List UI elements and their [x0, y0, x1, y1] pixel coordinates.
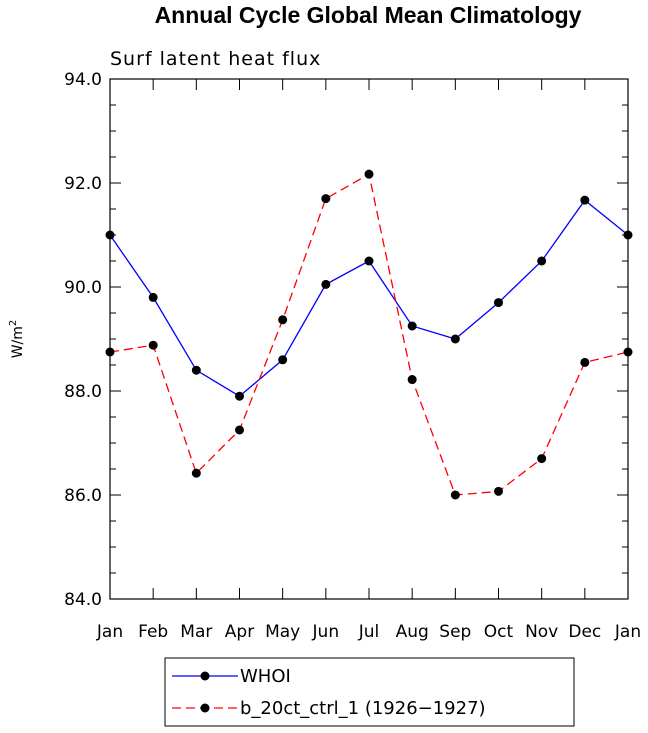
legend-box	[164, 657, 575, 727]
legend-marker-2	[200, 703, 210, 713]
plot-area: 84.0 86.0 88.0 90.0 92.0 94.0 Jan Feb Mar Apr May…	[64, 70, 641, 642]
x-tick-label: Aug	[396, 622, 429, 642]
x-tick-label: Jan	[96, 622, 123, 642]
data-point	[191, 468, 201, 478]
data-point	[623, 347, 633, 357]
x-axis-ticks: Jan Feb Mar Apr May Jun Jul Aug Sep Oct Nov Dec Jan	[96, 79, 641, 642]
series-markers	[105, 169, 633, 500]
y-axis-ticks: 84.0 86.0 88.0 90.0 92.0 94.0	[64, 70, 628, 610]
data-point	[278, 315, 288, 325]
x-tick-label: Nov	[525, 622, 558, 642]
plot-frame	[109, 78, 629, 600]
data-point	[494, 486, 503, 496]
data-point	[537, 454, 547, 464]
data-point	[235, 391, 244, 401]
data-point	[364, 256, 374, 266]
y-tick-label: 94.0	[64, 70, 102, 90]
data-point	[364, 169, 374, 179]
data-point	[105, 230, 115, 240]
legend: WHOI b_20ct_ctrl_1 (1926−1927)	[164, 657, 575, 727]
data-point	[278, 355, 288, 365]
data-point	[450, 490, 460, 500]
x-tick-label: Oct	[484, 622, 514, 642]
data-point	[235, 425, 244, 435]
data-point	[148, 340, 158, 350]
y-axis-label: W/m2	[8, 320, 26, 359]
x-tick-label: Dec	[568, 622, 601, 642]
data-point	[623, 230, 633, 240]
data-point	[321, 279, 331, 289]
data-point	[105, 347, 115, 357]
x-tick-label: Jun	[312, 622, 340, 642]
x-tick-label: Jul	[358, 622, 380, 642]
series-line-1	[109, 199, 629, 397]
y-tick-label: 86.0	[64, 486, 102, 506]
y-tick-label: 92.0	[64, 174, 102, 194]
y-axis-label-superscript: 2	[8, 320, 19, 326]
y-tick-label: 84.0	[64, 590, 102, 610]
legend-label-1: WHOI	[240, 666, 291, 687]
series-lines	[109, 173, 629, 496]
data-point	[321, 194, 331, 204]
data-point	[407, 375, 417, 385]
data-point	[191, 365, 201, 375]
x-tick-label: Jan	[614, 622, 641, 642]
data-point	[580, 195, 590, 205]
x-tick-label: Feb	[138, 622, 168, 642]
x-tick-label: Sep	[439, 622, 471, 642]
data-point	[537, 256, 547, 266]
data-point	[494, 298, 503, 308]
x-tick-label: Apr	[225, 622, 254, 642]
legend-marker-1	[200, 671, 210, 681]
y-tick-label: 88.0	[64, 382, 102, 402]
data-point	[580, 357, 590, 367]
data-point	[407, 321, 417, 331]
chart-subtitle: Surf latent heat flux	[110, 48, 321, 70]
x-tick-label: May	[265, 622, 300, 642]
y-tick-label: 90.0	[64, 278, 102, 298]
data-point	[148, 292, 158, 302]
series-line-2	[109, 173, 629, 496]
legend-label-2: b_20ct_ctrl_1 (1926−1927)	[240, 698, 486, 719]
chart-title: Annual Cycle Global Mean Climatology	[155, 2, 582, 28]
x-tick-label: Mar	[180, 622, 212, 642]
data-point	[450, 334, 460, 344]
